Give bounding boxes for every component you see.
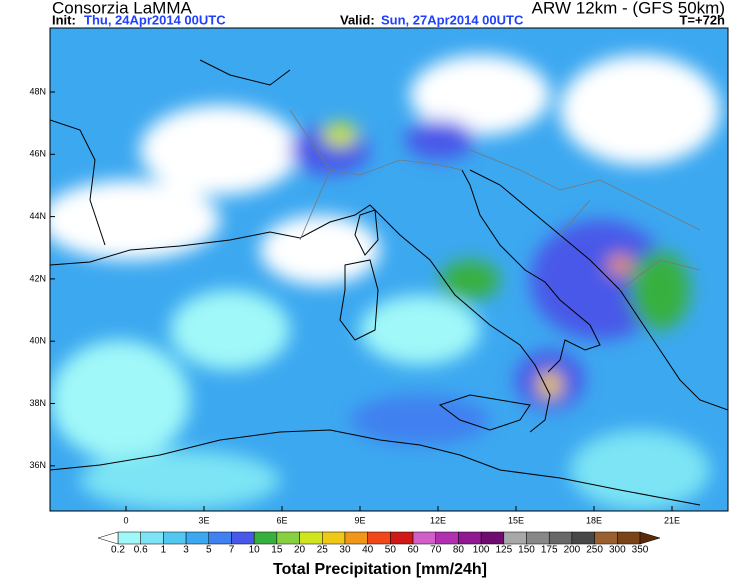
lon-label: 21E [664,515,680,525]
colorbar-swatch [140,531,164,545]
lat-label: 38N [29,398,46,408]
lon-label: 9E [354,515,365,525]
colorbar-under [97,531,119,545]
colorbar-over [639,531,661,545]
colorbar-label: 150 [518,545,535,556]
colorbar-label: 175 [541,545,558,556]
lat-label: 44N [29,211,46,221]
colorbar-label: 15 [271,545,283,556]
map-area [50,28,728,511]
init-label: Init: [52,12,76,27]
colorbar-swatch [526,531,550,545]
lat-label: 46N [29,149,46,159]
colorbar-label: 80 [453,545,465,556]
colorbar-label: 300 [609,545,626,556]
lon-label: 0 [123,515,128,525]
lon-label: 15E [508,515,524,525]
lon-label: 18E [586,515,602,525]
colorbar-swatch [435,531,459,545]
colorbar-label: 1 [161,545,167,556]
colorbar-label: 40 [362,545,374,556]
colorbar-swatch [367,531,391,545]
colorbar-swatch [503,531,527,545]
colorbar-swatch [617,531,641,545]
colorbar-label: 60 [407,545,419,556]
colorbar-swatch [344,531,368,545]
colorbar-swatch [480,531,505,545]
colorbar-swatch [412,531,436,545]
left-title: Consorzia LaMMA [52,0,192,17]
colorbar-label: 250 [586,545,603,556]
colorbar-label: 10 [249,545,261,556]
colorbar-label: 100 [473,545,490,556]
lead-time: T=+72h [679,12,725,27]
precipitation-field [50,55,720,510]
colorbar-label: 50 [385,545,397,556]
country-borders [289,109,701,291]
colorbar-swatch [117,531,141,545]
colorbar-label: 125 [495,545,512,556]
colorbar-swatch [571,531,595,545]
colorbar-label: 7 [229,545,235,556]
right-title: ARW 12km - (GFS 50km) [532,0,725,17]
colorbar-title: Total Precipitation [mm/24h] [273,561,487,578]
colorbar-swatch [253,531,278,545]
colorbar-swatch [458,531,482,545]
colorbar-swatch [208,531,232,545]
colorbar-swatch [594,531,618,545]
init-value: Thu, 24Apr2014 00UTC [84,12,226,27]
lat-label: 36N [29,460,46,470]
colorbar-swatch [299,531,323,545]
colorbar-label: 70 [430,545,442,556]
valid-value: Sun, 27Apr2014 00UTC [381,12,524,27]
colorbar-label: 5 [206,545,212,556]
colorbar-swatch [548,531,573,545]
lat-label: 42N [29,273,46,283]
colorbar-swatch [390,531,414,545]
lat-label: 40N [29,336,46,346]
colorbar-swatch [322,531,346,545]
colorbar-label: 30 [339,545,351,556]
colorbar-swatch [231,531,255,545]
colorbar-label: 0.6 [134,545,148,556]
colorbar-swatch [276,531,300,545]
colorbar-label: 20 [294,545,306,556]
lat-label: 48N [29,86,46,96]
colorbar-label: 350 [632,545,649,556]
colorbar-label: 25 [317,545,329,556]
colorbar-label: 3 [183,545,189,556]
lon-label: 3E [198,515,209,525]
lon-label: 6E [276,515,287,525]
colorbar-swatch [185,531,210,545]
map-frame [49,27,729,512]
colorbar-swatch [163,531,187,545]
lon-label: 12E [430,515,446,525]
valid-label: Valid: [340,12,375,27]
colorbar-label: 0.2 [111,545,125,556]
colorbar-label: 200 [564,545,581,556]
